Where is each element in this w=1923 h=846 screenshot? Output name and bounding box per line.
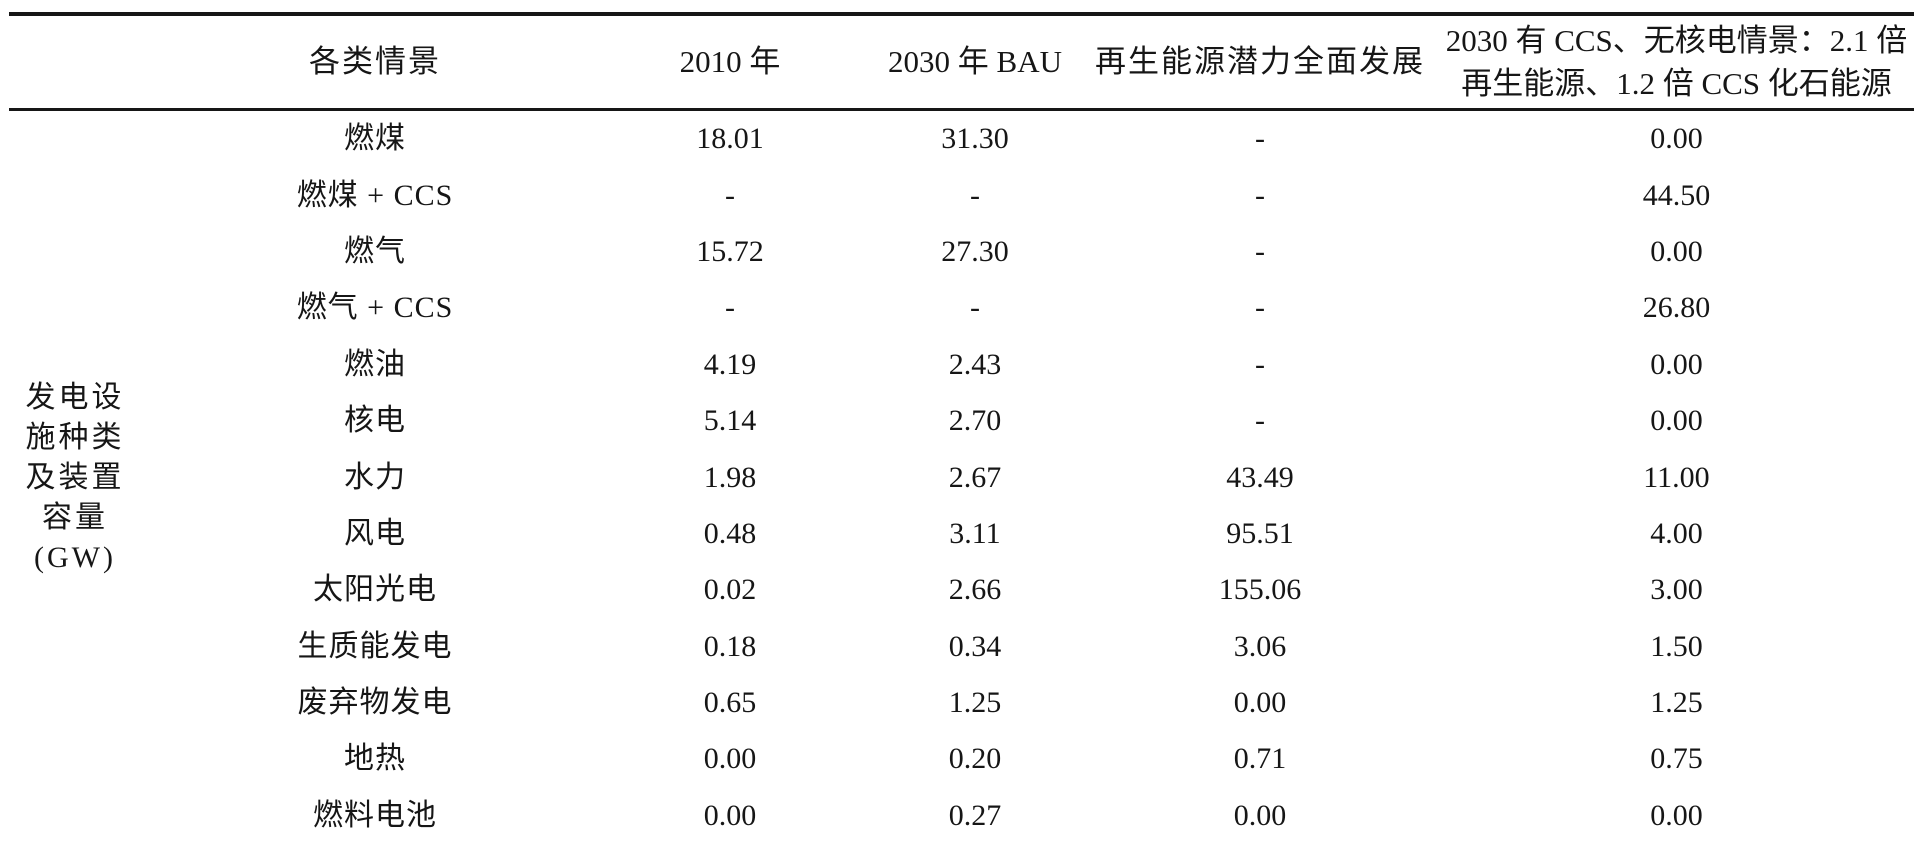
row-label: 废弃物发电 [297, 686, 453, 720]
value-ccs-scenario: 1.50 [1650, 629, 1703, 663]
value-renewable-potential: - [1255, 234, 1265, 268]
value-2010: - [725, 178, 735, 212]
value-ccs-scenario: 4.00 [1650, 516, 1703, 550]
value-2030-bau: - [970, 178, 980, 212]
table-row: 燃煤 18.01 31.30 - 0.00 [0, 111, 1923, 167]
table-row: 生质能发电 0.18 0.34 3.06 1.50 [0, 619, 1923, 675]
header-2010: 2010 年 [679, 44, 781, 80]
header-scenario: 各类情景 [309, 44, 441, 80]
row-label: 燃油 [344, 347, 406, 381]
value-2030-bau: 27.30 [941, 234, 1009, 268]
value-2030-bau: 31.30 [941, 122, 1009, 156]
header-ccs-scenario-line1: 2030 有 CCS、无核电情景：2.1 倍 [1445, 22, 1908, 58]
value-2030-bau: 2.43 [948, 347, 1002, 381]
row-group-label-line: (GW) [34, 540, 116, 574]
table-row: 风电 0.48 3.11 95.51 4.00 [0, 506, 1923, 562]
value-2010: 0.48 [703, 516, 757, 550]
table-body: 发电设 施种类 及装置 容量 (GW) 燃煤 18.01 31.30 - 0.0… [0, 111, 1923, 844]
value-renewable-potential: 95.51 [1226, 516, 1294, 550]
row-label: 风电 [344, 516, 406, 550]
row-label: 生质能发电 [297, 629, 453, 663]
row-group-label: 发电设 施种类 及装置 容量 (GW) [0, 111, 150, 844]
row-label: 燃煤 + CCS [296, 178, 454, 212]
value-renewable-potential: - [1255, 404, 1265, 438]
row-label: 燃气 [344, 234, 406, 268]
table-header-row: 各类情景 2010 年 2030 年 BAU 再生能源潜力全面发展 2030 有… [0, 16, 1923, 108]
value-renewable-potential: 0.00 [1233, 686, 1287, 720]
value-2030-bau: - [970, 291, 980, 325]
value-2010: 15.72 [696, 234, 764, 268]
value-2030-bau: 2.67 [948, 460, 1002, 494]
value-ccs-scenario: 0.00 [1650, 122, 1703, 156]
value-ccs-scenario: 44.50 [1642, 178, 1711, 212]
value-2010: 0.02 [703, 573, 757, 607]
row-group-label-line: 施种类 [25, 420, 125, 454]
value-ccs-scenario: 0.00 [1650, 347, 1703, 381]
table-row: 废弃物发电 0.65 1.25 0.00 1.25 [0, 675, 1923, 731]
row-label: 燃气 + CCS [296, 291, 454, 325]
value-ccs-scenario: 11.00 [1643, 460, 1710, 494]
value-ccs-scenario: 0.00 [1650, 798, 1703, 832]
value-renewable-potential: 0.71 [1233, 742, 1287, 776]
value-renewable-potential: - [1255, 178, 1265, 212]
table-row: 核电 5.14 2.70 - 0.00 [0, 393, 1923, 449]
row-group-label-line: 发电设 [25, 380, 125, 414]
header-2030-bau: 2030 年 BAU [888, 44, 1062, 80]
value-2030-bau: 3.11 [949, 516, 1001, 550]
row-label: 核电 [344, 404, 406, 438]
row-group-label-line: 及装置 [25, 460, 125, 494]
value-2030-bau: 2.70 [948, 404, 1002, 438]
value-ccs-scenario: 26.80 [1642, 291, 1711, 325]
value-renewable-potential: - [1255, 347, 1265, 381]
table-row: 燃气 15.72 27.30 - 0.00 [0, 224, 1923, 280]
row-label: 地热 [344, 742, 406, 776]
value-2010: 0.00 [703, 742, 757, 776]
value-2010: 5.14 [703, 404, 757, 438]
header-separator-rule [9, 108, 1914, 111]
table-row: 燃油 4.19 2.43 - 0.00 [0, 337, 1923, 393]
table-row: 燃煤 + CCS - - - 44.50 [0, 167, 1923, 223]
value-renewable-potential: 0.00 [1233, 798, 1287, 832]
row-label: 燃料电池 [313, 798, 437, 832]
value-ccs-scenario: 1.25 [1650, 686, 1703, 720]
value-2010: 0.00 [703, 798, 757, 832]
row-label: 燃煤 [344, 122, 406, 156]
header-ccs-scenario-line2: 再生能源、1.2 倍 CCS 化石能源 [1461, 66, 1892, 101]
value-ccs-scenario: 3.00 [1650, 573, 1703, 607]
value-renewable-potential: - [1255, 122, 1265, 156]
table-row: 燃气 + CCS - - - 26.80 [0, 280, 1923, 336]
value-2030-bau: 1.25 [948, 686, 1002, 720]
table-row: 地热 0.00 0.20 0.71 0.75 [0, 731, 1923, 787]
row-label: 太阳光电 [313, 573, 437, 607]
table-row: 太阳光电 0.02 2.66 155.06 3.00 [0, 562, 1923, 618]
table-row: 水力 1.98 2.67 43.49 11.00 [0, 449, 1923, 505]
value-2030-bau: 0.27 [948, 798, 1002, 832]
value-2010: - [725, 291, 735, 325]
value-renewable-potential: 3.06 [1233, 629, 1287, 663]
value-2030-bau: 2.66 [948, 573, 1002, 607]
header-ccs-scenario: 2030 有 CCS、无核电情景：2.1 倍 再生能源、1.2 倍 CCS 化石… [1430, 22, 1923, 102]
value-2010: 0.18 [703, 629, 757, 663]
value-2030-bau: 0.34 [948, 629, 1002, 663]
value-2030-bau: 0.20 [948, 742, 1002, 776]
value-2010: 1.98 [703, 460, 757, 494]
value-ccs-scenario: 0.75 [1650, 742, 1703, 776]
value-renewable-potential: 43.49 [1226, 460, 1294, 494]
value-renewable-potential: 155.06 [1218, 573, 1302, 607]
table-row: 燃料电池 0.00 0.27 0.00 0.00 [0, 788, 1923, 844]
value-2010: 18.01 [696, 122, 764, 156]
value-ccs-scenario: 0.00 [1650, 404, 1703, 438]
value-ccs-scenario: 0.00 [1650, 234, 1703, 268]
table-rows-container: 燃煤 18.01 31.30 - 0.00 燃煤 + CCS - - - 44.… [0, 111, 1923, 844]
value-2010: 0.65 [703, 686, 757, 720]
table-top-rule [9, 12, 1914, 16]
value-2010: 4.19 [703, 347, 757, 381]
header-renewable-potential: 再生能源潜力全面发展 [1095, 44, 1425, 80]
row-group-label-line: 容量 [42, 500, 108, 534]
row-label: 水力 [344, 460, 406, 494]
value-renewable-potential: - [1255, 291, 1265, 325]
